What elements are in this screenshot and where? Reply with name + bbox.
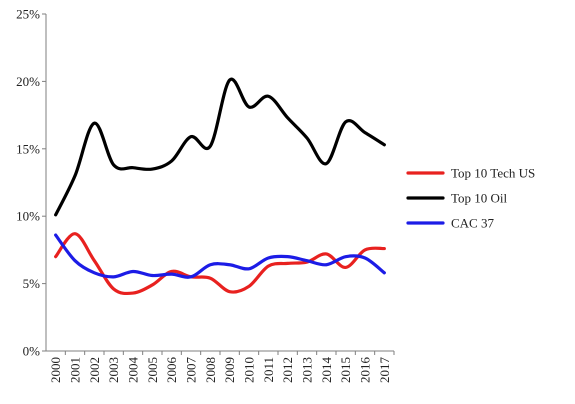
x-tick-label: 2010 [242,357,257,383]
y-tick-label: 20% [16,74,40,89]
y-tick-label: 25% [16,7,40,22]
x-tick-label: 2005 [145,357,160,383]
x-tick-label: 2006 [164,357,179,384]
x-tick-label: 2004 [126,357,141,384]
series-line-top-10-tech-us [54,232,386,296]
x-tick-label: 2002 [87,357,102,383]
x-tick-label: 2003 [106,357,121,383]
y-tick-label: 0% [23,344,41,359]
x-tick-label: 2007 [184,357,199,384]
series-line-top-10-oil [54,77,386,217]
x-tick-label: 2012 [280,357,295,383]
x-axis-tick-labels: 2000 2001 2002 2003 2004 2005 2006 2007 2008 2009… [48,351,395,384]
x-tick-label: 2009 [222,357,237,383]
x-tick-label: 2016 [358,357,373,384]
x-tick-label: 2011 [261,357,276,383]
legend: Top 10 Tech US Top 10 Oil CAC 37 [406,166,535,231]
x-tick-label: 2014 [319,357,334,384]
x-tick-label: 2013 [300,357,315,383]
x-tick-label: 2001 [68,357,83,383]
x-tick-label: 2017 [377,357,392,384]
y-axis-tick-labels: 0% 5% 10% 15% 20% 25% [16,7,46,359]
x-tick-label: 2000 [48,357,63,383]
y-tick-label: 15% [16,141,40,156]
legend-label-cac-37: CAC 37 [451,216,494,231]
x-tick-label: 2015 [338,357,353,383]
x-tick-label: 2008 [203,357,218,383]
series-lines [54,77,386,296]
y-tick-label: 5% [23,276,41,291]
legend-label-top-10-tech-us: Top 10 Tech US [451,166,535,181]
legend-label-top-10-oil: Top 10 Oil [451,191,508,206]
y-tick-label: 10% [16,209,40,224]
series-line-cac-37 [54,233,386,279]
